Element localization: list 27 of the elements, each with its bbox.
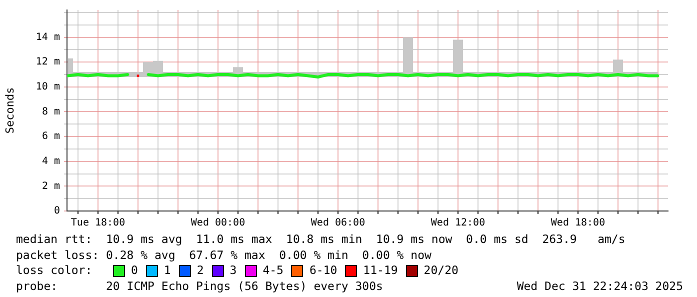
x-tick-label: Wed 06:00 [310,218,366,229]
y-tick-label: 6 m [42,131,60,142]
legend-label: 0 [130,263,138,278]
x-tick-label: Tue 18:00 [70,218,126,229]
legend-label: 11-19 [363,263,398,278]
legend-label: 6-10 [309,263,338,278]
y-tick-label: 2 m [42,180,60,192]
y-tick-label: 14 m [36,32,60,43]
legend-title: loss color: [16,263,94,278]
text: Wed Dec 31 22:24:03 2025 [516,278,683,294]
text: probe: 20 ICMP Echo Pings (56 Bytes) every 300s [16,278,383,294]
text: packet loss: 0.28 % avg 67.67 % max 0.00 % min 0.00 % now [16,248,432,263]
y-tick-label: 0 [54,206,60,217]
legend-label: 4-5 [262,263,284,278]
legend-label: 3 [230,263,237,278]
text: median rtt: 10.9 ms avg 11.0 ms max 10.8 ms min 10.9 ms now 0.0 ms sd 263.9 am/s [16,232,626,248]
y-tick-label: 8 m [42,106,60,118]
x-tick-label: Wed 18:00 [550,218,606,229]
legend-label: 1 [164,263,171,278]
legend-label: 2 [196,263,204,278]
legend-label: 20/20 [424,263,458,278]
y-tick-label: 10 m [36,82,60,93]
x-tick-label: Wed 00:00 [190,218,246,229]
y-axis-title: Seconds [3,87,16,134]
x-tick-label: Wed 12:00 [430,218,486,229]
y-tick-label: 4 m [42,156,60,167]
y-tick-label: 12 m [36,56,60,68]
